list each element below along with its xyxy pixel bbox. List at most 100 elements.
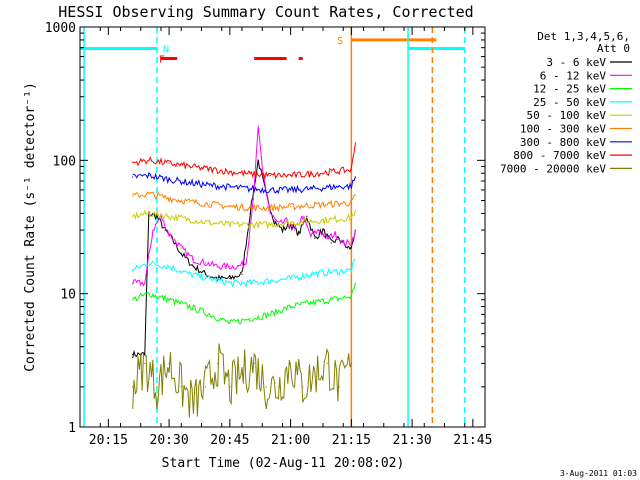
legend-label: 800 - 7000 keV — [513, 149, 606, 162]
series-point — [294, 229, 296, 231]
series-line — [132, 343, 352, 418]
series-point — [229, 322, 231, 324]
series-point — [338, 386, 340, 388]
series-point — [277, 386, 280, 388]
series-point — [249, 282, 251, 284]
series-point — [269, 212, 271, 214]
x-tick-label: 21:00 — [271, 433, 310, 448]
series-point — [290, 189, 292, 191]
series-point — [188, 218, 190, 221]
series-point — [354, 259, 356, 261]
series-point — [354, 282, 356, 284]
series-point — [148, 174, 150, 177]
series-point — [168, 362, 170, 364]
series-point — [310, 188, 312, 190]
legend-label: 12 - 25 keV — [533, 83, 606, 96]
series-point — [269, 207, 271, 209]
series-point — [188, 182, 190, 184]
series-point — [229, 186, 231, 188]
series-point — [281, 229, 284, 231]
series-point — [132, 299, 134, 301]
series-point — [330, 186, 332, 188]
series-point — [209, 313, 211, 315]
annotation-s: S — [337, 36, 343, 47]
series-point — [310, 173, 312, 175]
x-axis-label: Start Time (02-Aug-11 20:08:02) — [162, 456, 405, 471]
series-point — [132, 162, 134, 164]
series-point — [302, 386, 304, 388]
series-point — [148, 159, 150, 161]
series-point — [229, 277, 231, 280]
annotation-n: N — [163, 44, 169, 55]
flag-bars — [80, 38, 465, 61]
series-point — [241, 273, 243, 275]
x-tick-label: 21:45 — [453, 433, 492, 448]
series-point — [132, 282, 134, 284]
series-point — [180, 247, 182, 249]
series-point — [132, 215, 134, 217]
series-point — [168, 197, 170, 199]
series-line — [132, 191, 356, 213]
series-point — [269, 280, 271, 282]
legend-label: 3 - 6 keV — [546, 56, 606, 69]
legend-label: 300 - 800 keV — [520, 136, 606, 149]
series-point — [302, 215, 304, 217]
series-point — [249, 223, 251, 226]
chart-title: HESSI Observing Summary Count Rates, Cor… — [58, 3, 473, 21]
series-point — [330, 218, 332, 221]
series-group — [132, 125, 356, 418]
series-point — [209, 222, 211, 224]
series-line — [132, 282, 356, 325]
series-point — [168, 215, 170, 217]
series-point — [209, 203, 211, 205]
series-point — [188, 273, 190, 275]
series-point — [156, 386, 158, 388]
x-tick-label: 21:15 — [332, 433, 371, 448]
series-point — [330, 171, 332, 173]
series-point — [298, 233, 300, 235]
series-point — [188, 201, 190, 203]
series-point — [192, 259, 194, 261]
series-point — [249, 173, 251, 175]
series-point — [168, 265, 170, 268]
series-point — [326, 362, 328, 364]
series-point — [249, 212, 251, 214]
series-point — [249, 207, 251, 209]
series-point — [269, 313, 271, 315]
series-point — [132, 269, 134, 271]
series-point — [261, 169, 263, 171]
series-point — [314, 237, 316, 239]
series-point — [350, 202, 352, 204]
series-point — [350, 362, 352, 364]
annotation-f: F — [159, 55, 165, 66]
series-point — [229, 282, 231, 284]
series-point — [148, 293, 150, 295]
series-point — [265, 386, 267, 388]
y-tick-label: 1000 — [45, 21, 76, 36]
series-point — [156, 215, 158, 217]
series-point — [152, 229, 154, 231]
legend-label: 100 - 300 keV — [520, 123, 606, 136]
series-line — [132, 209, 356, 230]
series-point — [180, 252, 182, 255]
series-point — [350, 247, 352, 249]
series-point — [168, 233, 170, 235]
legend-header: Att 0 — [597, 42, 630, 55]
series-point — [148, 193, 150, 195]
x-tick-label: 20:45 — [210, 433, 249, 448]
series-point — [354, 194, 356, 196]
series-point — [144, 282, 146, 284]
y-tick-label: 10 — [60, 288, 76, 303]
series-point — [330, 299, 332, 301]
legend-header: Det 1,3,4,5,6, — [537, 30, 630, 43]
series-point — [290, 305, 292, 308]
series-point — [350, 242, 352, 244]
series-line — [132, 259, 356, 288]
series-point — [217, 265, 219, 268]
series-point — [132, 353, 134, 356]
series-line — [132, 126, 356, 287]
series-point — [322, 229, 324, 231]
series-point — [132, 176, 134, 178]
series-point — [229, 265, 231, 268]
